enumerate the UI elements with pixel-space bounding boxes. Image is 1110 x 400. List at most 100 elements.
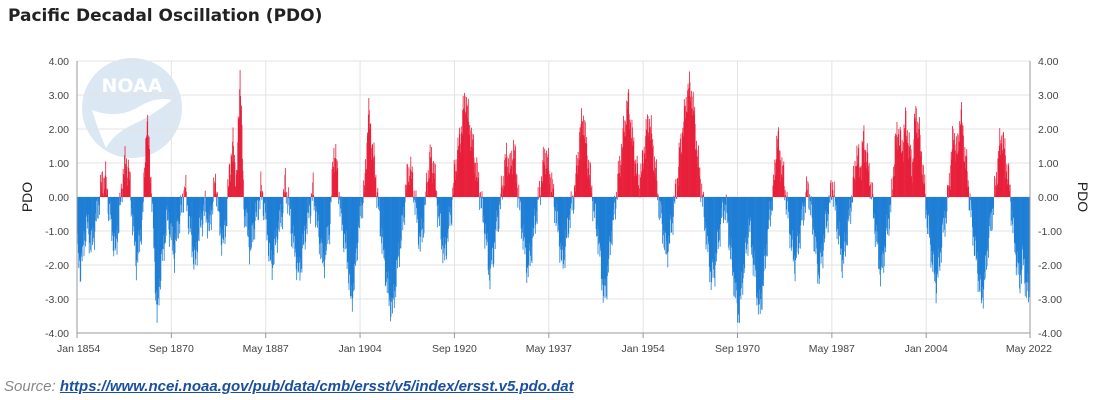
pdo-bar: [340, 196, 342, 197]
pdo-bar: [403, 197, 405, 208]
pdo-bar: [442, 197, 444, 264]
pdo-bar: [1016, 197, 1018, 268]
pdo-bar: [992, 197, 994, 208]
pdo-bar: [665, 197, 666, 233]
pdo-bar: [307, 197, 308, 213]
pdo-bar: [755, 197, 757, 271]
pdo-bar: [593, 197, 595, 211]
pdo-bar: [749, 197, 751, 232]
pdo-bar: [246, 197, 248, 213]
pdo-bar: [394, 197, 396, 291]
pdo-bar: [536, 197, 538, 222]
pdo-bar: [425, 197, 426, 205]
pdo-bar: [969, 197, 970, 211]
source-link[interactable]: https://www.ncei.noaa.gov/pub/data/cmb/e…: [59, 378, 574, 395]
pdo-bar: [795, 197, 797, 248]
pdo-bar: [752, 197, 754, 276]
pdo-bar: [320, 197, 322, 260]
pdo-bar: [760, 197, 762, 293]
pdo-bar: [149, 177, 151, 197]
pdo-bar: [894, 164, 896, 197]
pdo-bar: [315, 197, 317, 226]
pdo-bar: [793, 197, 795, 256]
pdo-bar: [752, 197, 754, 258]
pdo-bar: [125, 163, 126, 197]
pdo-bar: [274, 197, 276, 231]
pdo-bar: [555, 197, 557, 226]
pdo-bar: [704, 197, 706, 222]
pdo-bar: [780, 181, 782, 197]
pdo-bar: [793, 197, 795, 260]
pdo-bar: [249, 197, 250, 265]
pdo-bar: [191, 197, 193, 258]
pdo-bar: [778, 127, 780, 197]
pdo-bar: [173, 197, 175, 259]
pdo-bar: [772, 197, 773, 211]
pdo-bar: [153, 197, 155, 248]
pdo-bar: [599, 197, 601, 248]
pdo-bar: [200, 197, 201, 227]
pdo-bar: [698, 145, 699, 197]
pdo-bar: [224, 197, 225, 226]
pdo-bar: [851, 195, 853, 197]
pdo-bar: [807, 183, 809, 197]
pdo-bar: [758, 197, 760, 290]
pdo-bar: [114, 197, 116, 234]
pdo-bar: [243, 197, 245, 210]
pdo-bar: [413, 197, 415, 203]
pdo-bar: [818, 197, 820, 285]
pdo-bar: [700, 197, 702, 203]
pdo-bar: [436, 197, 438, 206]
pdo-bar: [424, 197, 425, 206]
pdo-bar: [162, 197, 164, 249]
pdo-bar: [383, 197, 384, 251]
pdo-bar: [852, 197, 854, 203]
pdo-bar: [440, 197, 442, 240]
x-tick-label: Jan 1904: [338, 343, 381, 355]
pdo-bar: [795, 197, 796, 261]
pdo-bar: [473, 157, 475, 197]
y-tick-label-left: -4.00: [45, 328, 69, 340]
pdo-bar: [309, 197, 311, 224]
pdo-bar: [161, 197, 163, 262]
pdo-bar: [813, 197, 815, 252]
pdo-bar: [975, 197, 977, 261]
pdo-bar: [864, 149, 865, 197]
pdo-bar: [91, 197, 93, 228]
pdo-bar: [338, 197, 340, 205]
pdo-bar: [335, 144, 337, 197]
pdo-bar: [833, 195, 835, 197]
pdo-bar: [337, 167, 339, 197]
pdo-bar: [887, 197, 889, 219]
pdo-bar: [514, 158, 515, 197]
pdo-bar: [267, 197, 268, 236]
pdo-bar: [331, 195, 332, 197]
y-tick-label-left: 2.00: [49, 124, 70, 136]
pdo-bar: [654, 156, 655, 197]
pdo-bar: [790, 197, 792, 234]
pdo-bar: [1005, 155, 1006, 197]
pdo-bar: [928, 197, 930, 235]
pdo-bar: [429, 144, 431, 197]
pdo-bar: [844, 197, 846, 233]
pdo-bar: [989, 197, 991, 231]
pdo-bar: [426, 182, 428, 197]
pdo-bar: [507, 166, 509, 197]
pdo-bar: [504, 154, 506, 197]
pdo-bar: [845, 197, 847, 245]
pdo-bar: [991, 197, 993, 232]
pdo-bar: [551, 172, 553, 197]
pdo-bar: [188, 197, 190, 217]
pdo-bar: [506, 156, 508, 197]
pdo-bar: [87, 197, 89, 215]
pdo-bar: [433, 173, 435, 197]
pdo-bar: [697, 149, 699, 197]
pdo-bar: [748, 197, 750, 226]
pdo-bar: [467, 104, 469, 197]
pdo-bar: [994, 185, 996, 197]
pdo-bar: [949, 186, 951, 197]
pdo-bar: [652, 145, 654, 197]
pdo-bar: [449, 197, 450, 213]
x-tick-label: Jan 1854: [57, 343, 100, 355]
pdo-bar: [79, 197, 81, 282]
